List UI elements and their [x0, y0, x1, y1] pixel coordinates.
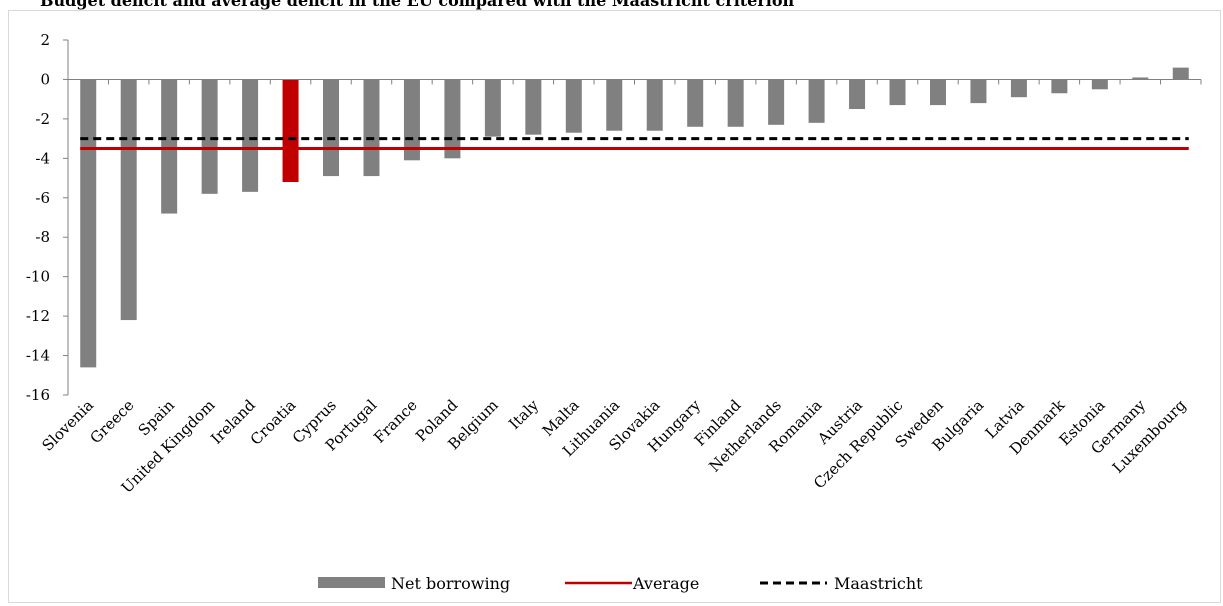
y-axis-tick-labels: 2 0 -2 -4 -6 -8 -10 -12 -14 -16: [26, 31, 68, 404]
bar-ireland: [242, 79, 259, 192]
reference-lines: [80, 137, 1189, 150]
bar-czech-republic: [889, 79, 906, 106]
bar-lithuania: [606, 79, 623, 131]
bar-germany: [1132, 77, 1149, 80]
y-tick-label: -8: [35, 228, 50, 246]
bar-united-kingdom: [201, 79, 218, 194]
bar-estonia: [1091, 79, 1108, 90]
x-tick-label: France: [370, 396, 421, 447]
bar-austria: [849, 79, 866, 110]
y-tick-label: 2: [40, 31, 50, 49]
bar-poland: [444, 79, 461, 159]
bar-portugal: [363, 79, 380, 177]
bar-denmark: [1051, 79, 1068, 94]
y-tick-label: -12: [26, 307, 50, 325]
bar-romania: [808, 79, 825, 123]
bar-series: [80, 67, 1189, 368]
bar-croatia: [282, 79, 299, 182]
y-tick-label: -16: [26, 386, 50, 404]
bar-belgium: [484, 79, 501, 137]
bar-slovenia: [80, 79, 97, 368]
chart-title-strip: Budget deficit and average deficit in th…: [0, 0, 1223, 12]
y-tick-label: -6: [35, 189, 50, 207]
y-tick-label: 0: [40, 70, 50, 88]
x-axis-tick-marks: [67, 79, 1202, 85]
bar-luxembourg: [1172, 67, 1189, 80]
legend-swatch-net-borrowing: [318, 577, 385, 588]
chart-border: [8, 10, 1221, 603]
bar-italy: [525, 79, 542, 135]
bar-spain: [161, 79, 178, 214]
x-tick-label: Greece: [86, 396, 137, 447]
bar-latvia: [1010, 79, 1027, 98]
x-tick-label: Italy: [505, 396, 542, 433]
bar-greece: [120, 79, 137, 321]
y-tick-label: -4: [35, 149, 50, 167]
x-tick-label: Croatia: [247, 396, 300, 449]
y-tick-label: -2: [35, 110, 50, 128]
bar-netherlands: [768, 79, 785, 125]
chart-title: Budget deficit and average deficit in th…: [40, 0, 795, 10]
bar-cyprus: [323, 79, 340, 177]
legend-label-average: Average: [632, 574, 699, 593]
bar-bulgaria: [970, 79, 987, 104]
x-tick-label: Slovenia: [38, 396, 97, 455]
legend: Net borrowing Average Maastricht: [318, 574, 923, 593]
y-tick-label: -14: [26, 347, 50, 365]
bar-sweden: [929, 79, 946, 106]
bar-hungary: [687, 79, 704, 127]
bar-slovakia: [646, 79, 663, 131]
bar-malta: [565, 79, 582, 133]
legend-label-net-borrowing: Net borrowing: [391, 574, 510, 593]
legend-label-maastricht: Maastricht: [834, 574, 923, 593]
y-tick-label: -10: [26, 268, 50, 286]
bar-finland: [727, 79, 744, 127]
